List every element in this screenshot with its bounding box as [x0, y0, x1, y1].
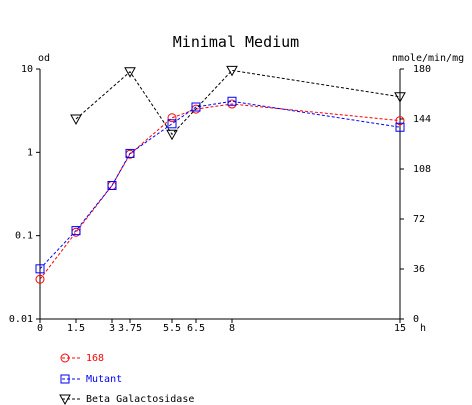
- series-2: [70, 65, 406, 141]
- right-tick-label: 72: [413, 214, 425, 225]
- data-point: [166, 129, 178, 141]
- right-tick-label: 36: [413, 264, 425, 275]
- legend-label: Beta Galactosidase: [86, 394, 194, 405]
- data-point: [125, 148, 135, 158]
- data-point: [227, 96, 237, 106]
- legend-item: Mutant: [60, 374, 122, 385]
- series-line: [39, 103, 401, 280]
- data-point: [35, 274, 45, 284]
- data-point: [71, 226, 81, 236]
- left-axis-ticks: 0.01 0.1 1 10: [9, 64, 40, 325]
- x-tick-label: 3.75: [118, 323, 142, 334]
- left-tick-label: 0.01: [9, 314, 33, 325]
- series-line: [75, 69, 401, 136]
- legend: 168 Mutant Beta Galactosidase: [59, 353, 194, 405]
- data-point: [107, 180, 117, 190]
- series-line: [39, 100, 401, 270]
- data-point: [395, 116, 405, 126]
- data-point: [70, 114, 82, 126]
- x-tick-label: 8: [229, 323, 235, 334]
- data-point: [124, 67, 136, 78]
- legend-label: Mutant: [86, 374, 122, 385]
- left-tick-label: 1: [27, 147, 33, 158]
- right-axis-ticks: 0 36 72 108 144 180: [400, 64, 431, 325]
- data-point: [167, 113, 177, 123]
- right-axis-label: nmole/min/mg: [392, 53, 464, 64]
- right-tick-label: 0: [413, 314, 419, 325]
- right-tick-label: 144: [413, 114, 431, 125]
- x-tick-label: 5.5: [163, 323, 181, 334]
- left-tick-label: 0.1: [15, 231, 33, 242]
- data-point: [394, 92, 406, 103]
- x-tick-label: 1.5: [67, 323, 85, 334]
- legend-item: Beta Galactosidase: [59, 394, 194, 405]
- legend-item: 168: [60, 353, 104, 364]
- x-axis-ticks: 0 1.5 3 3.75 5.5 6.5 8 15: [37, 319, 406, 334]
- legend-marker: [60, 374, 70, 384]
- right-tick-label: 180: [413, 64, 431, 75]
- data-point: [226, 65, 238, 77]
- legend-marker: [59, 394, 71, 405]
- legend-label: 168: [86, 353, 104, 364]
- left-tick-label: 10: [21, 64, 33, 75]
- data-point: [167, 119, 177, 129]
- x-tick-label: 15: [394, 323, 406, 334]
- right-tick-label: 108: [413, 164, 431, 175]
- x-tick-label: 0: [37, 323, 43, 334]
- x-tick-label: 3: [109, 323, 115, 334]
- series-0: [35, 99, 405, 284]
- chart-title: Minimal Medium: [173, 33, 299, 51]
- left-axis-label: od: [38, 53, 50, 64]
- x-axis-label: h: [420, 323, 426, 334]
- x-tick-label: 6.5: [187, 323, 205, 334]
- series-layer: [35, 65, 406, 284]
- data-point: [395, 122, 405, 132]
- legend-marker: [60, 353, 70, 363]
- axes: [39, 69, 401, 320]
- series-1: [35, 96, 405, 274]
- data-point: [35, 264, 45, 274]
- data-point: [191, 102, 201, 112]
